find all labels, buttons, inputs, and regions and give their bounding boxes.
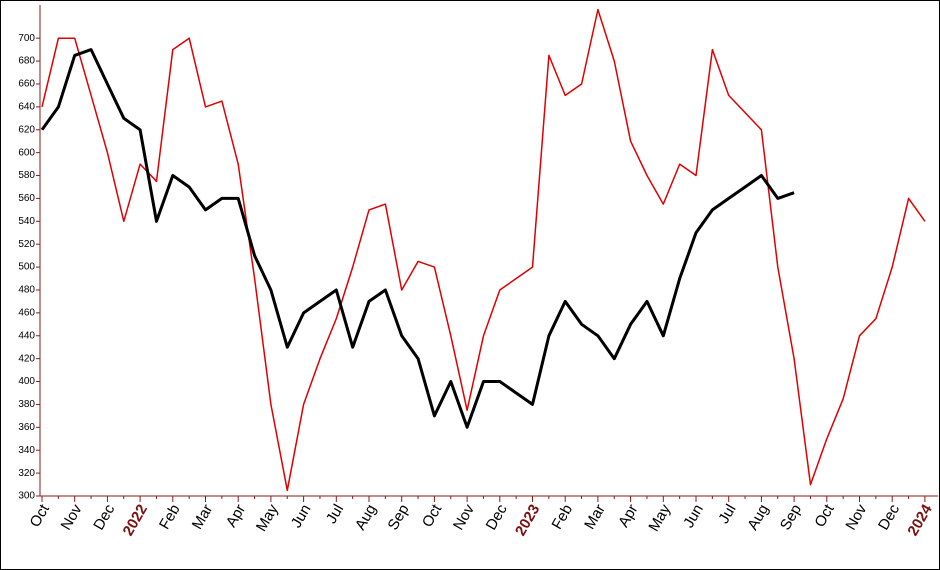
y-tick-label: 460 xyxy=(18,308,35,319)
y-tick-label: 640 xyxy=(18,102,35,113)
y-tick-label: 580 xyxy=(18,170,35,181)
y-tick-label: 380 xyxy=(18,399,35,410)
y-tick-label: 340 xyxy=(18,445,35,456)
y-tick-label: 420 xyxy=(18,353,35,364)
y-tick-label: 400 xyxy=(18,376,35,387)
y-tick-label: 600 xyxy=(18,147,35,158)
y-tick-label: 660 xyxy=(18,79,35,90)
y-tick-label: 500 xyxy=(18,262,35,273)
y-tick-label: 300 xyxy=(18,491,35,502)
y-tick-label: 540 xyxy=(18,216,35,227)
y-tick-label: 360 xyxy=(18,422,35,433)
y-tick-label: 620 xyxy=(18,124,35,135)
y-tick-label: 480 xyxy=(18,285,35,296)
series-line xyxy=(40,48,795,429)
y-tick-label: 520 xyxy=(18,239,35,250)
y-tick-label: 700 xyxy=(18,33,35,44)
series-line xyxy=(41,8,926,492)
y-tick-label: 440 xyxy=(18,330,35,341)
y-tick-label: 320 xyxy=(18,468,35,479)
y-tick-label: 680 xyxy=(18,56,35,67)
y-tick-label: 560 xyxy=(18,193,35,204)
